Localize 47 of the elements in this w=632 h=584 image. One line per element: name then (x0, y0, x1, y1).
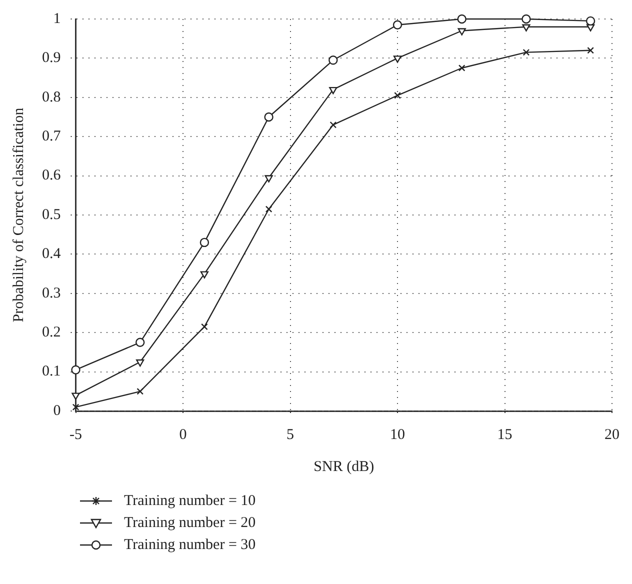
point (200, 271, 209, 278)
x-axis-title: SNR (dB) (314, 458, 374, 475)
y-tick-label: 0.1 (42, 364, 61, 380)
legend-label: Training number = 30 (124, 536, 256, 554)
y-tick-label: 0.5 (42, 206, 61, 223)
point (71, 365, 80, 374)
y-tick-label: 0.3 (42, 285, 61, 302)
x-tick-label: 0 (179, 426, 187, 443)
point (522, 48, 530, 56)
point (136, 359, 144, 367)
point (329, 86, 338, 94)
point (136, 338, 145, 347)
y-tick-label: 0.7 (42, 128, 62, 145)
point (587, 46, 594, 54)
point (330, 121, 337, 128)
legend-label: Training number = 20 (124, 514, 256, 532)
point (264, 175, 273, 182)
y-tick-label: 0.2 (42, 324, 61, 341)
point (201, 323, 208, 330)
point (200, 238, 210, 248)
point (265, 206, 272, 213)
point (586, 24, 595, 32)
point (457, 14, 466, 24)
point (136, 388, 144, 395)
y-tick-label: 0.9 (42, 50, 61, 66)
x-tick-label: 10 (390, 426, 405, 443)
legend-label: Training number = 10 (124, 492, 256, 510)
point (522, 24, 530, 32)
y-tick-label: 0 (53, 402, 61, 419)
y-axis-title: Probability of Correct classification (10, 107, 27, 322)
x-tick-label: -5 (70, 426, 82, 443)
y-tick-label: 0.8 (42, 89, 61, 106)
x-tick-label: 20 (604, 426, 620, 443)
x-tick-label: 5 (286, 426, 294, 443)
y-tick-label: 1 (53, 10, 61, 27)
point (458, 64, 466, 72)
y-tick-label: 0.6 (42, 168, 62, 184)
point (586, 16, 596, 26)
point (393, 56, 402, 63)
point (394, 92, 401, 99)
point (328, 56, 338, 65)
point (392, 20, 402, 30)
point (458, 28, 466, 36)
x-tick-label: 15 (497, 426, 512, 443)
y-tick-label: 0.4 (42, 246, 62, 262)
point (522, 14, 531, 24)
point (264, 112, 274, 122)
